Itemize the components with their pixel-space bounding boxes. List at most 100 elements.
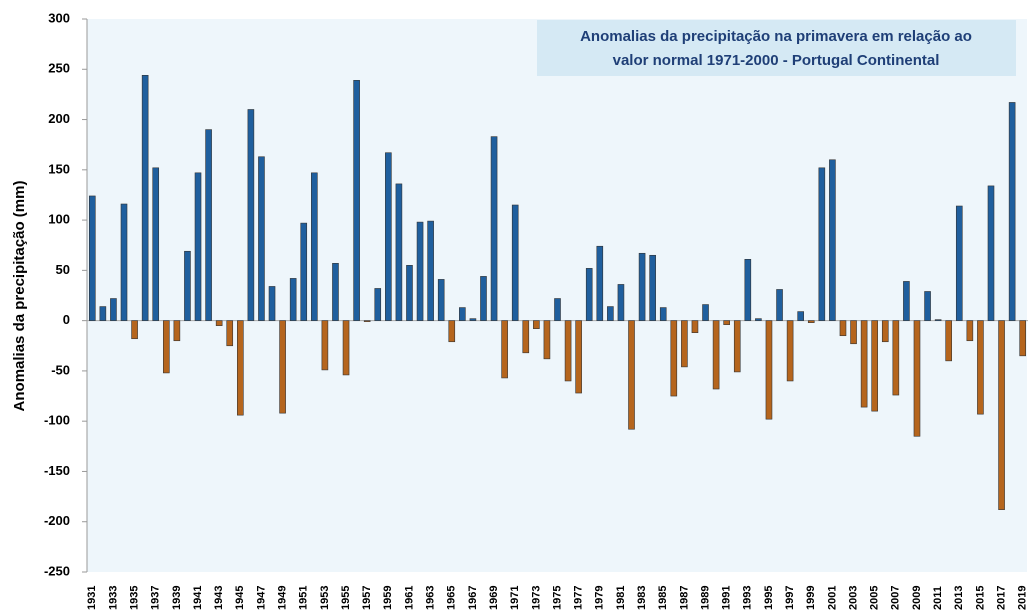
- bar: [765, 320, 773, 420]
- bar: [194, 172, 202, 321]
- x-tick-label: 1951: [298, 586, 310, 610]
- bar: [903, 281, 910, 321]
- bar: [226, 320, 234, 347]
- bar: [289, 278, 297, 321]
- bar: [755, 318, 762, 321]
- bar: [448, 320, 456, 343]
- bar: [797, 311, 804, 321]
- bar: [881, 320, 889, 343]
- x-tick-label: 1933: [107, 586, 119, 610]
- bar: [638, 252, 646, 321]
- x-tick-label: 1991: [721, 586, 733, 610]
- bar: [353, 80, 360, 321]
- bar: [733, 320, 741, 373]
- title-box: [537, 20, 1016, 76]
- bar: [723, 320, 730, 325]
- bar: [511, 204, 519, 321]
- bar: [459, 307, 466, 321]
- bar: [533, 320, 540, 329]
- y-tick-label: -250: [44, 563, 70, 578]
- bar: [332, 263, 339, 321]
- y-tick-label: 200: [48, 111, 70, 126]
- bar: [945, 320, 953, 362]
- x-tick-label: 1969: [488, 586, 500, 610]
- bar: [712, 320, 720, 390]
- bar: [564, 320, 572, 382]
- bar: [607, 306, 614, 321]
- x-tick-label: 1953: [319, 586, 331, 610]
- bar: [321, 320, 329, 371]
- bar: [258, 156, 265, 321]
- bar: [427, 220, 434, 321]
- bar: [617, 284, 625, 321]
- y-tick-label: 50: [56, 262, 70, 277]
- bar: [395, 183, 403, 321]
- y-tick-label: -200: [44, 513, 70, 528]
- bar: [543, 320, 551, 360]
- x-tick-label: 2007: [890, 586, 902, 610]
- x-tick-label: 1937: [150, 586, 162, 610]
- bar: [892, 320, 900, 396]
- bar: [131, 320, 138, 340]
- bar: [215, 320, 223, 326]
- bar: [311, 172, 318, 321]
- bar: [99, 306, 107, 321]
- bar: [1008, 102, 1016, 321]
- bar: [628, 320, 635, 430]
- bar: [237, 320, 244, 416]
- x-tick-label: 1959: [382, 586, 394, 610]
- bar: [152, 167, 160, 321]
- y-tick-label: -50: [51, 362, 70, 377]
- x-tick-label: 1983: [636, 586, 648, 610]
- bar: [437, 279, 445, 321]
- bar: [998, 320, 1005, 510]
- bar: [702, 304, 709, 321]
- y-tick-label: 250: [48, 61, 70, 76]
- x-tick-label: 2017: [995, 586, 1007, 610]
- bar: [363, 320, 371, 322]
- bar: [480, 276, 487, 321]
- x-tick-label: 1949: [277, 586, 289, 610]
- x-tick-label: 1967: [467, 586, 479, 610]
- x-tick-label: 2019: [1017, 586, 1028, 610]
- x-tick-label: 2013: [953, 586, 965, 610]
- bar: [585, 268, 593, 321]
- bar: [554, 298, 561, 321]
- bar: [649, 254, 656, 321]
- bar: [120, 203, 128, 321]
- x-tick-label: 2003: [847, 586, 859, 610]
- bar: [162, 320, 170, 374]
- chart-title: valor normal 1971-2000 - Portugal Contin…: [613, 52, 940, 69]
- bar: [88, 195, 96, 321]
- bar: [522, 320, 530, 354]
- bar: [966, 320, 974, 342]
- x-tick-label: 1955: [340, 586, 352, 610]
- y-tick-label: 300: [48, 10, 70, 25]
- bar: [416, 221, 424, 321]
- x-tick-label: 1957: [361, 586, 373, 610]
- x-tick-label: 1965: [446, 586, 458, 610]
- bar: [670, 320, 678, 397]
- bar: [934, 319, 942, 321]
- bar: [807, 320, 815, 323]
- bar: [406, 265, 413, 321]
- x-tick-label: 1989: [699, 586, 711, 610]
- plot-area: [87, 19, 1027, 572]
- bar: [955, 205, 963, 321]
- x-tick-label: 1971: [509, 586, 521, 610]
- bar: [141, 75, 149, 321]
- x-tick-label: 2015: [974, 586, 986, 610]
- x-tick-label: 1985: [657, 586, 669, 610]
- x-tick-label: 2005: [869, 586, 881, 610]
- x-tick-label: 2001: [826, 586, 838, 610]
- bar: [977, 320, 984, 415]
- bar: [268, 286, 276, 321]
- x-tick-label: 1979: [594, 586, 606, 610]
- y-tick-label: 150: [48, 161, 70, 176]
- bar: [469, 318, 477, 321]
- bar: [924, 291, 931, 321]
- bar: [776, 289, 783, 321]
- bar: [786, 320, 794, 382]
- bar: [987, 185, 995, 321]
